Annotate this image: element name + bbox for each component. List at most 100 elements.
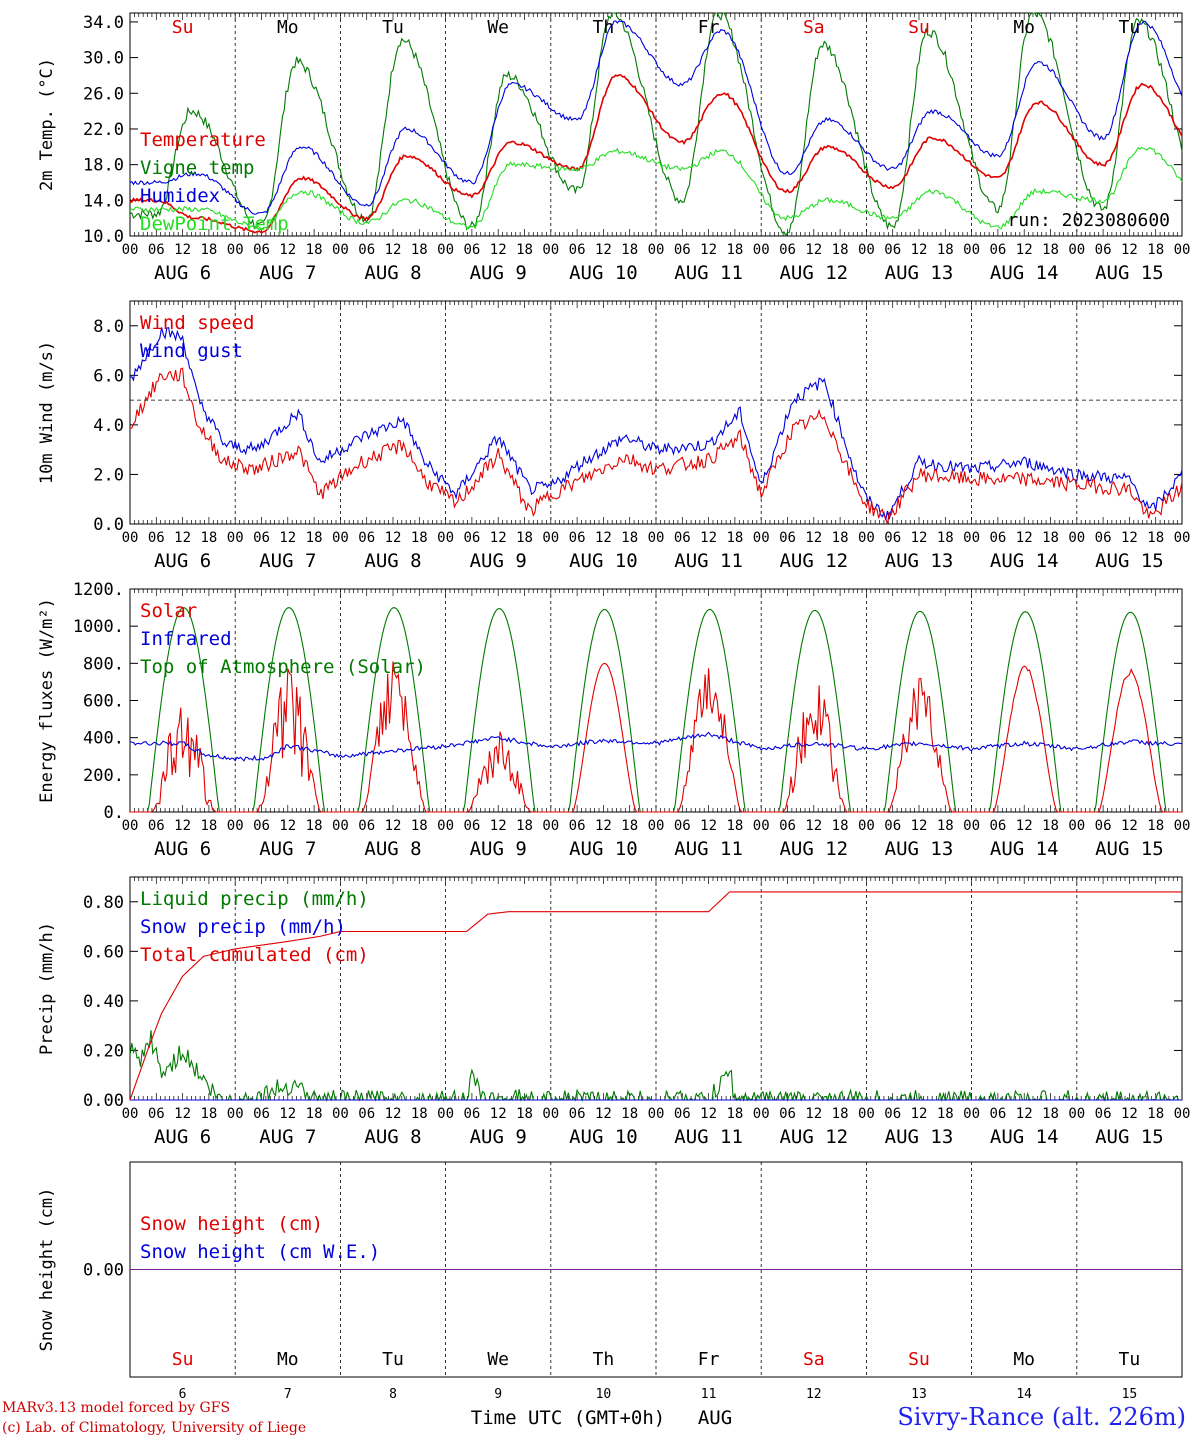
hour-label: 00 xyxy=(1174,530,1191,546)
date-label: AUG 9 xyxy=(470,550,527,572)
hour-label: 06 xyxy=(674,530,691,546)
date-label: AUG 8 xyxy=(364,1126,421,1148)
hour-label: 06 xyxy=(779,242,796,258)
hour-label: 18 xyxy=(621,818,638,834)
panel-frame xyxy=(129,12,1183,237)
hour-label: 00 xyxy=(753,242,770,258)
hour-label: 18 xyxy=(411,818,428,834)
day-name: We xyxy=(487,17,509,38)
hour-label: 12 xyxy=(279,818,296,834)
hour-label: 00 xyxy=(753,818,770,834)
y-tick-label: 1200. xyxy=(73,580,124,600)
hour-label: 12 xyxy=(174,1106,191,1122)
date-label: AUG 7 xyxy=(259,1126,316,1148)
hour-label: 00 xyxy=(648,1106,665,1122)
hour-label: 06 xyxy=(569,242,586,258)
hour-label: 18 xyxy=(411,1106,428,1122)
hour-label: 06 xyxy=(148,1106,165,1122)
y-tick-label: 200. xyxy=(83,766,124,786)
hour-label: 18 xyxy=(516,530,533,546)
hour-label: 18 xyxy=(937,242,954,258)
date-label: AUG 6 xyxy=(154,1126,211,1148)
hour-label: 18 xyxy=(937,1106,954,1122)
day-name: Su xyxy=(908,17,930,38)
day-number: 10 xyxy=(596,1387,612,1402)
hour-label: 06 xyxy=(253,1106,270,1122)
date-label: AUG 13 xyxy=(885,838,954,860)
hour-label: 00 xyxy=(332,530,349,546)
date-label: AUG 14 xyxy=(990,550,1059,572)
hour-label: 18 xyxy=(832,530,849,546)
hour-label: 12 xyxy=(700,530,717,546)
date-label: AUG 13 xyxy=(885,550,954,572)
hour-label: 06 xyxy=(463,530,480,546)
hour-label: 00 xyxy=(122,818,139,834)
panel-wind: 0.0 2.0 4.0 6.0 8.0 10m Wind (m/s) Wind speed W… xyxy=(37,300,1191,572)
date-label: AUG 14 xyxy=(990,1126,1059,1148)
date-label: AUG 8 xyxy=(364,550,421,572)
hour-label: 00 xyxy=(963,1106,980,1122)
series-humidex xyxy=(129,20,1183,215)
hour-label: 12 xyxy=(911,242,928,258)
hour-label: 06 xyxy=(569,530,586,546)
hour-label: 12 xyxy=(1121,530,1138,546)
y-tick-label: 400. xyxy=(83,729,124,749)
day-name: Sa xyxy=(803,1349,825,1370)
hour-label: 12 xyxy=(490,242,507,258)
y-tick-label: 1000. xyxy=(73,617,124,637)
hour-label: 00 xyxy=(437,818,454,834)
hour-label: 06 xyxy=(358,242,375,258)
hour-label: 06 xyxy=(884,818,901,834)
day-name: Mo xyxy=(1013,17,1035,38)
hour-label: 00 xyxy=(122,242,139,258)
hour-label: 12 xyxy=(700,242,717,258)
hour-label: 00 xyxy=(1068,818,1085,834)
hour-label: 12 xyxy=(385,242,402,258)
hour-label: 18 xyxy=(832,242,849,258)
series-temperature xyxy=(129,73,1183,234)
hour-label: 18 xyxy=(1147,530,1164,546)
y-axis-label: Precip (mm/h) xyxy=(37,922,57,1055)
hour-label: 12 xyxy=(174,818,191,834)
date-label: AUG 15 xyxy=(1095,262,1164,284)
hour-label: 00 xyxy=(542,530,559,546)
x-axis-month: AUG xyxy=(698,1407,732,1429)
series-solar xyxy=(130,661,1182,813)
date-label: AUG 12 xyxy=(779,262,848,284)
y-tick-label: 0.20 xyxy=(83,1041,124,1061)
hour-label: 18 xyxy=(200,818,217,834)
date-label: AUG 7 xyxy=(259,550,316,572)
date-label: AUG 11 xyxy=(674,550,743,572)
hour-label: 18 xyxy=(726,818,743,834)
panel-snow: 0.00 Snow height (cm) Snow height (cm) Snow… xyxy=(37,1161,1183,1429)
day-number: 12 xyxy=(806,1387,822,1402)
date-label: AUG 8 xyxy=(364,838,421,860)
hour-label: 00 xyxy=(227,818,244,834)
hour-label: 18 xyxy=(1042,1106,1059,1122)
hour-label: 18 xyxy=(726,1106,743,1122)
hour-label: 12 xyxy=(385,1106,402,1122)
hour-label: 00 xyxy=(1068,1106,1085,1122)
date-label: AUG 10 xyxy=(569,262,638,284)
hour-label: 06 xyxy=(989,530,1006,546)
hour-label: 06 xyxy=(358,818,375,834)
hour-label: 06 xyxy=(779,1106,796,1122)
hour-label: 18 xyxy=(516,818,533,834)
legend-4: DewPoint Temp xyxy=(140,213,289,235)
hour-label: 12 xyxy=(1016,242,1033,258)
day-number: 7 xyxy=(284,1387,292,1402)
series-infrared xyxy=(129,731,1183,762)
x-axis-label: Time UTC (GMT+0h) xyxy=(471,1407,665,1429)
hour-label: 18 xyxy=(1147,1106,1164,1122)
hour-label: 12 xyxy=(490,1106,507,1122)
hour-label: 18 xyxy=(306,1106,323,1122)
day-name: Sa xyxy=(803,17,825,38)
hour-label: 00 xyxy=(648,530,665,546)
hour-label: 18 xyxy=(411,242,428,258)
hour-label: 06 xyxy=(358,1106,375,1122)
hour-label: 00 xyxy=(542,1106,559,1122)
lab-credit: (c) Lab. of Climatology, University of L… xyxy=(2,1420,307,1436)
date-label: AUG 12 xyxy=(779,550,848,572)
hour-label: 06 xyxy=(148,818,165,834)
date-label: AUG 9 xyxy=(470,262,527,284)
